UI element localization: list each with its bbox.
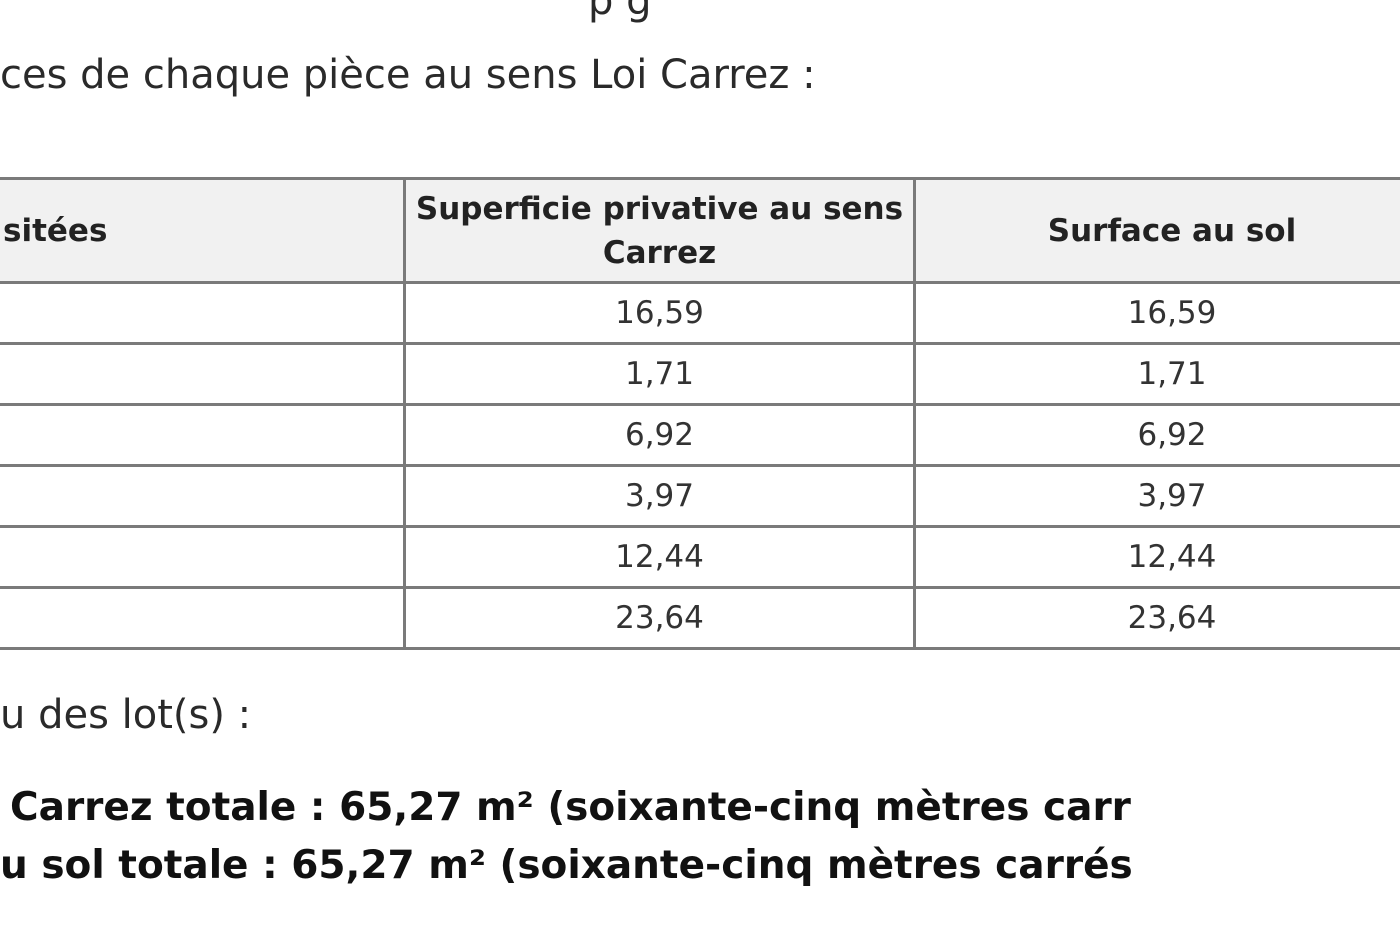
header-pieces-visitees: sitées: [0, 177, 406, 284]
surface-table: sitées Superficie privative au sens Carr…: [0, 177, 1400, 650]
cell-piece: [0, 403, 406, 467]
cell-sol: 6,92: [913, 403, 1400, 467]
table-row: 16,59 16,59: [0, 281, 1400, 345]
cell-carrez: 12,44: [403, 525, 916, 589]
table-header-row: sitées Superficie privative au sens Carr…: [0, 177, 1400, 284]
cut-off-heading: p g: [588, 0, 652, 24]
cell-piece: [0, 342, 406, 406]
lots-label: u des lot(s) :: [0, 692, 252, 738]
cell-sol: 12,44: [913, 525, 1400, 589]
total-sol: u sol totale : 65,27 m² (soixante-cinq m…: [0, 843, 1133, 888]
table-row: 12,44 12,44: [0, 525, 1400, 589]
cell-sol: 23,64: [913, 586, 1400, 650]
table-row: 3,97 3,97: [0, 464, 1400, 528]
cell-piece: [0, 464, 406, 528]
table-row: 1,71 1,71: [0, 342, 1400, 406]
cell-piece: [0, 281, 406, 345]
cell-piece: [0, 586, 406, 650]
table-row: 6,92 6,92: [0, 403, 1400, 467]
total-carrez: Carrez totale : 65,27 m² (soixante-cinq …: [10, 785, 1131, 830]
cell-sol: 16,59: [913, 281, 1400, 345]
intro-text: ces de chaque pièce au sens Loi Carrez :: [0, 52, 816, 98]
cell-piece: [0, 525, 406, 589]
cell-carrez: 16,59: [403, 281, 916, 345]
cell-sol: 1,71: [913, 342, 1400, 406]
table-row: 23,64 23,64: [0, 586, 1400, 650]
header-surface-sol: Surface au sol: [913, 177, 1400, 284]
cell-carrez: 1,71: [403, 342, 916, 406]
cell-carrez: 3,97: [403, 464, 916, 528]
cell-carrez: 6,92: [403, 403, 916, 467]
header-superficie-carrez: Superficie privative au sens Carrez: [403, 177, 916, 284]
cell-sol: 3,97: [913, 464, 1400, 528]
cell-carrez: 23,64: [403, 586, 916, 650]
